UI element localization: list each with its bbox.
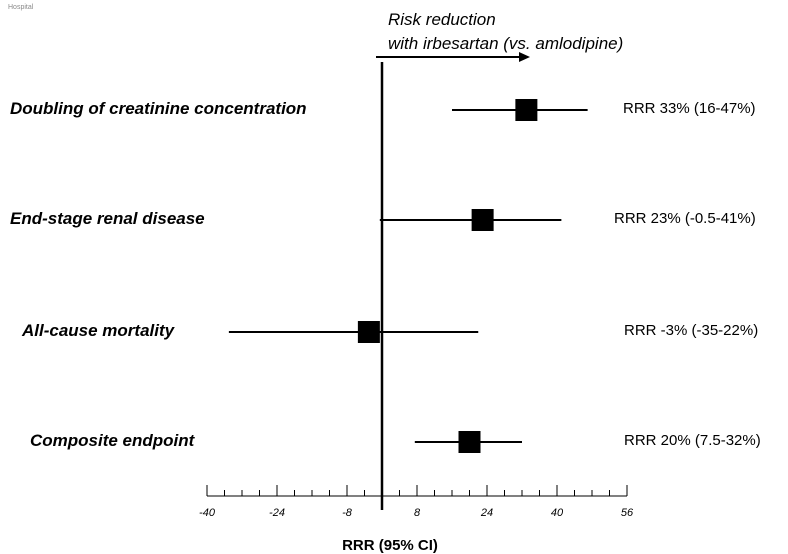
x-tick-label: -40 [199,507,215,519]
rrr-value-label: RRR 23% (-0.5-41%) [614,210,756,227]
annotation-line-2: with irbesartan (vs. amlodipine) [388,34,624,53]
outcome-label: End-stage renal disease [10,209,205,228]
annotation-arrow-head [519,52,530,62]
x-tick-label: 24 [480,507,494,519]
point-estimate-square [458,431,481,453]
outcome-label: Composite endpoint [30,431,195,450]
outcome-label: Doubling of creatinine concentration [10,99,307,118]
outcome-label: All-cause mortality [22,321,175,340]
rrr-value-label: RRR 33% (16-47%) [623,100,756,117]
annotation-line-1: Risk reduction [388,10,496,29]
risk-reduction-annotation: Risk reduction with irbesartan (vs. amlo… [388,8,623,56]
x-tick-label: 40 [550,507,564,519]
x-tick-label: 56 [620,507,634,519]
rrr-value-label: RRR 20% (7.5-32%) [624,432,761,449]
x-tick-label: -24 [269,507,285,519]
point-estimate-square [515,99,538,121]
rrr-value-label: RRR -3% (-35-22%) [624,322,759,339]
x-axis-title: RRR (95% CI) [342,537,438,554]
x-tick-label: -8 [342,507,352,519]
point-estimate-square [357,321,380,343]
corner-logo-text: Hospital [8,4,34,11]
point-estimate-square [471,209,494,231]
x-tick-label: 8 [413,507,421,519]
